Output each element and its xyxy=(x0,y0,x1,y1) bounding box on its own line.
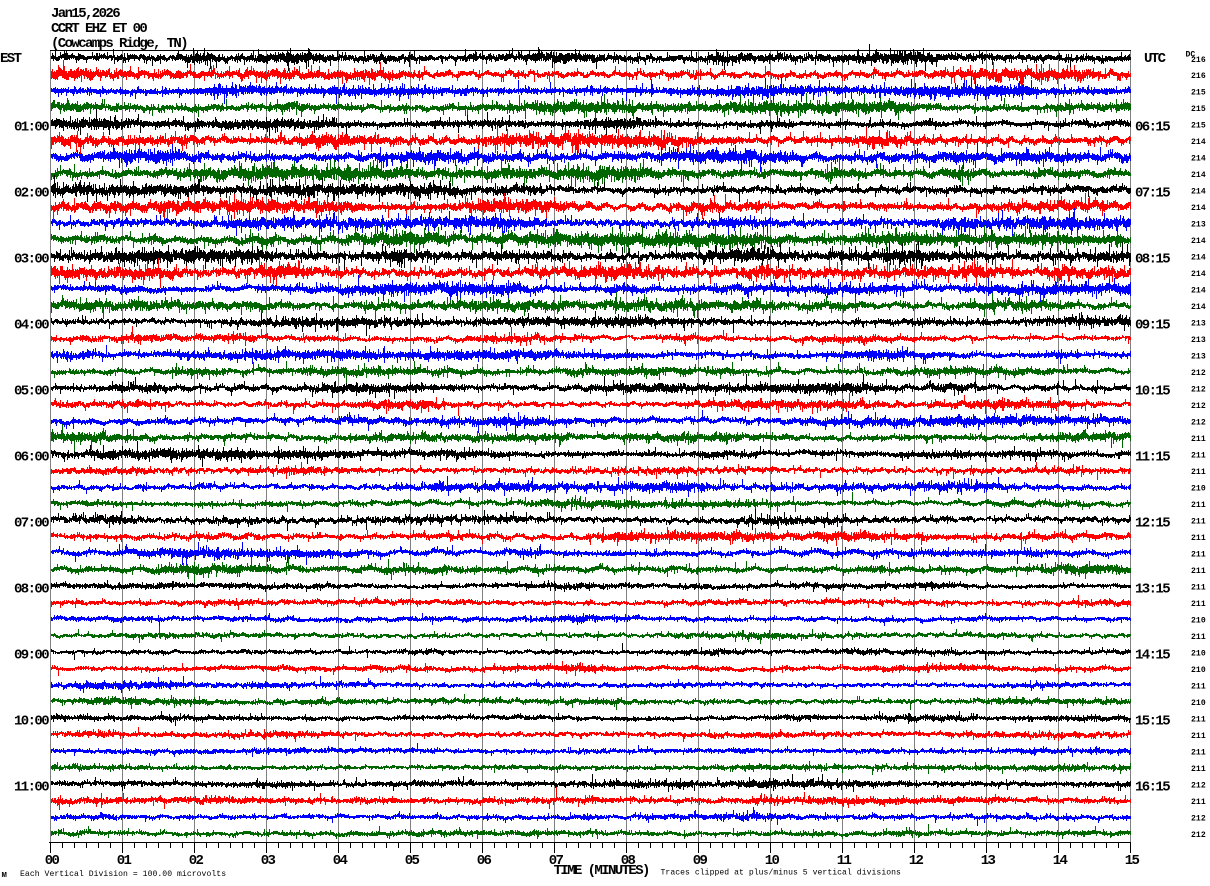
svg-text:212: 212 xyxy=(1191,831,1206,840)
svg-text:01: 01 xyxy=(117,853,132,869)
svg-text:212: 212 xyxy=(1191,815,1206,824)
svg-text:211: 211 xyxy=(1191,633,1206,642)
svg-text:13: 13 xyxy=(981,853,996,869)
svg-text:211: 211 xyxy=(1191,798,1206,807)
svg-text:216: 216 xyxy=(1191,56,1206,65)
svg-text:214: 214 xyxy=(1191,303,1206,312)
svg-text:01:00: 01:00 xyxy=(14,120,49,136)
svg-text:211: 211 xyxy=(1191,501,1206,510)
svg-text:Traces clipped at plus/minus 5: Traces clipped at plus/minus 5 vertical … xyxy=(661,869,902,878)
svg-text:213: 213 xyxy=(1191,320,1206,329)
svg-text:02:00: 02:00 xyxy=(14,186,49,202)
svg-text:06:15: 06:15 xyxy=(1135,120,1170,136)
svg-text:CCRT EHZ ET 00: CCRT EHZ ET 00 xyxy=(51,21,147,37)
svg-text:02: 02 xyxy=(189,853,204,869)
svg-text:14:15: 14:15 xyxy=(1135,648,1170,664)
svg-text:215: 215 xyxy=(1191,89,1206,98)
svg-text:211: 211 xyxy=(1191,765,1206,774)
svg-text:214: 214 xyxy=(1191,138,1206,147)
svg-text:210: 210 xyxy=(1191,650,1206,659)
svg-text:212: 212 xyxy=(1191,419,1206,428)
svg-text:Jan15,2026: Jan15,2026 xyxy=(51,6,120,22)
svg-text:11:00: 11:00 xyxy=(14,780,49,796)
svg-text:07: 07 xyxy=(549,853,564,869)
svg-text:215: 215 xyxy=(1191,105,1206,114)
svg-text:213: 213 xyxy=(1191,221,1206,230)
svg-text:212: 212 xyxy=(1191,402,1206,411)
svg-text:214: 214 xyxy=(1191,270,1206,279)
svg-text:212: 212 xyxy=(1191,369,1206,378)
svg-text:10: 10 xyxy=(765,853,780,869)
svg-text:10:15: 10:15 xyxy=(1135,384,1170,400)
svg-text:210: 210 xyxy=(1191,699,1206,708)
svg-text:211: 211 xyxy=(1191,716,1206,725)
svg-text:214: 214 xyxy=(1191,171,1206,180)
svg-text:211: 211 xyxy=(1191,452,1206,461)
svg-text:11:15: 11:15 xyxy=(1135,450,1170,466)
svg-text:212: 212 xyxy=(1191,386,1206,395)
svg-text:214: 214 xyxy=(1191,237,1206,246)
svg-text:211: 211 xyxy=(1191,551,1206,560)
svg-text:215: 215 xyxy=(1191,122,1206,131)
svg-text:214: 214 xyxy=(1191,155,1206,164)
svg-text:211: 211 xyxy=(1191,732,1206,741)
svg-text:06:00: 06:00 xyxy=(14,450,49,466)
svg-text:214: 214 xyxy=(1191,287,1206,296)
svg-text:211: 211 xyxy=(1191,567,1206,576)
svg-text:13:15: 13:15 xyxy=(1135,582,1170,598)
svg-text:EST: EST xyxy=(0,51,22,67)
svg-text:14: 14 xyxy=(1053,853,1068,869)
svg-text:DC: DC xyxy=(1186,51,1196,60)
svg-text:09:15: 09:15 xyxy=(1135,318,1170,334)
svg-text:03: 03 xyxy=(261,853,276,869)
svg-text:15:15: 15:15 xyxy=(1135,714,1170,730)
svg-text:08: 08 xyxy=(621,853,636,869)
svg-text:09:00: 09:00 xyxy=(14,648,49,664)
svg-text:09: 09 xyxy=(693,853,708,869)
svg-text:211: 211 xyxy=(1191,468,1206,477)
svg-text:11: 11 xyxy=(837,853,852,869)
svg-text:213: 213 xyxy=(1191,353,1206,362)
svg-text:211: 211 xyxy=(1191,749,1206,758)
svg-text:213: 213 xyxy=(1191,336,1206,345)
svg-text:UTC: UTC xyxy=(1144,51,1167,67)
svg-text:08:00: 08:00 xyxy=(14,582,49,598)
svg-text:м: м xyxy=(2,870,7,880)
svg-text:214: 214 xyxy=(1191,204,1206,213)
svg-text:211: 211 xyxy=(1191,435,1206,444)
svg-text:10:00: 10:00 xyxy=(14,714,49,730)
svg-text:214: 214 xyxy=(1191,188,1206,197)
svg-text:TIME (MINUTES): TIME (MINUTES) xyxy=(554,863,649,879)
svg-text:00: 00 xyxy=(45,853,60,869)
svg-text:214: 214 xyxy=(1191,254,1206,263)
svg-text:07:00: 07:00 xyxy=(14,516,49,532)
svg-text:210: 210 xyxy=(1191,617,1206,626)
svg-text:06: 06 xyxy=(477,853,492,869)
svg-text:(Cowcamps Ridge, TN): (Cowcamps Ridge, TN) xyxy=(51,36,187,52)
svg-text:15: 15 xyxy=(1125,853,1140,869)
svg-text:211: 211 xyxy=(1191,534,1206,543)
svg-text:211: 211 xyxy=(1191,600,1206,609)
svg-text:211: 211 xyxy=(1191,683,1206,692)
svg-text:04:00: 04:00 xyxy=(14,318,49,334)
svg-text:05: 05 xyxy=(405,853,420,869)
svg-text:16:15: 16:15 xyxy=(1135,780,1170,796)
svg-text:211: 211 xyxy=(1191,518,1206,527)
svg-text:211: 211 xyxy=(1191,584,1206,593)
svg-text:210: 210 xyxy=(1191,485,1206,494)
svg-text:04: 04 xyxy=(333,853,348,869)
svg-text:210: 210 xyxy=(1191,666,1206,675)
svg-text:12: 12 xyxy=(909,853,924,869)
svg-text:07:15: 07:15 xyxy=(1135,186,1170,202)
svg-text:12:15: 12:15 xyxy=(1135,516,1170,532)
svg-text:03:00: 03:00 xyxy=(14,252,49,268)
svg-text:212: 212 xyxy=(1191,782,1206,791)
svg-text:216: 216 xyxy=(1191,72,1206,81)
svg-text:08:15: 08:15 xyxy=(1135,252,1170,268)
svg-text:Each Vertical Division = 100.: Each Vertical Division = 100.00 microvol… xyxy=(20,870,226,879)
svg-text:05:00: 05:00 xyxy=(14,384,49,400)
